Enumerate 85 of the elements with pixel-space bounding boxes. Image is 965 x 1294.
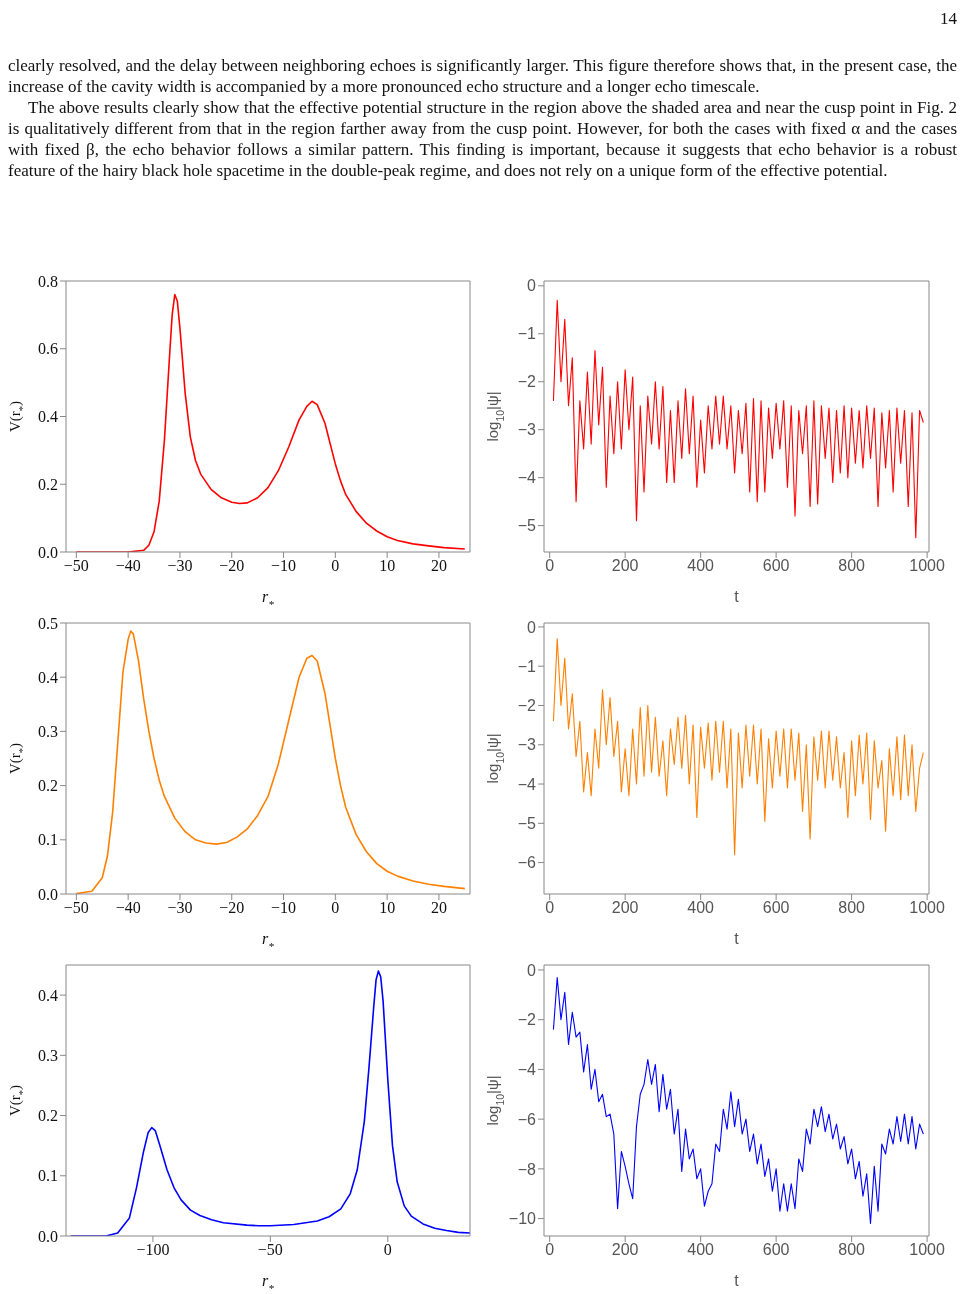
- y-tick-label: −6: [517, 1110, 537, 1128]
- x-tick-label: 10: [379, 557, 396, 575]
- x-tick-label: 600: [762, 899, 790, 917]
- y-tick-label: 0.0: [38, 885, 58, 903]
- y-tick-label: −1: [517, 325, 537, 343]
- x-axis-title: t: [734, 588, 740, 605]
- x-tick-label: −10: [271, 557, 297, 575]
- y-tick-label: −4: [517, 469, 537, 487]
- y-tick-label: 0.4: [38, 986, 58, 1004]
- x-tick-label: −30: [167, 557, 193, 575]
- y-tick-label: −8: [517, 1160, 537, 1178]
- x-tick-label: 0: [545, 557, 555, 575]
- y-tick-label: 0.2: [38, 1107, 58, 1125]
- x-tick-label: 0: [383, 1241, 392, 1259]
- x-tick-label: 20: [430, 557, 447, 575]
- x-tick-label: 800: [838, 899, 866, 917]
- text: The above results clearly show that the effective potential structure in the region above the shaded area and near the cusp point in Fig. 2 is qualitatively different from that in the region farther away from the cusp point. However, for both the cases with fixed α and the cases with fixed β, the echo behavior follows a similar pattern. This finding is important, because it suggests that echo behavior is a robust feature of the hairy black hole spacetime in the double-peak regime, and does not rely on a unique form of the effective potential.: [8, 97, 957, 181]
- y-tick-label: −2: [517, 697, 537, 715]
- y-tick-label: 0.0: [38, 543, 58, 561]
- x-tick-label: 200: [611, 899, 639, 917]
- x-tick-label: 0: [545, 899, 555, 917]
- x-tick-label: −50: [63, 557, 89, 575]
- line-series: [552, 299, 924, 539]
- y-tick-label: 0: [527, 277, 537, 295]
- x-tick-label: 200: [611, 557, 639, 575]
- y-tick-label: 0.1: [38, 1167, 58, 1185]
- x-tick-label: 800: [838, 557, 866, 575]
- line-series: [552, 976, 924, 1225]
- y-tick-label: −10: [508, 1210, 537, 1228]
- x-axis-title: t: [734, 930, 740, 947]
- x-tick-label: −50: [63, 899, 89, 917]
- x-tick-label: −30: [167, 899, 193, 917]
- y-tick-label: −1: [517, 657, 537, 675]
- x-tick-label: −10: [271, 899, 297, 917]
- x-tick-label: −100: [136, 1241, 170, 1259]
- text: clearly resolved, and the delay between neighboring echoes is significantly larger. This figure therefore shows that, in the present case, the increase of the cavity width is accompanied by a more pronounced echo structure and a longer echo timescale.: [8, 55, 957, 97]
- y-tick-label: 0.0: [38, 1227, 58, 1245]
- y-tick-label: −2: [517, 373, 537, 391]
- x-tick-label: 600: [762, 557, 790, 575]
- y-tick-label: 0: [527, 618, 537, 636]
- x-tick-label: 200: [611, 1241, 639, 1259]
- x-tick-label: −20: [219, 557, 245, 575]
- x-tick-label: −20: [219, 899, 245, 917]
- y-tick-label: −4: [517, 1061, 537, 1079]
- x-axis-title: r$_{*}$: [262, 930, 275, 952]
- y-tick-label: 0.4: [38, 668, 58, 686]
- y-tick-label: −3: [517, 421, 537, 439]
- y-tick-label: 0.1: [38, 831, 58, 849]
- y-tick-label: 0.6: [38, 340, 58, 358]
- y-tick-label: 0: [527, 961, 537, 979]
- x-tick-label: 0: [545, 1241, 555, 1259]
- x-axis-title: t: [734, 1272, 740, 1289]
- line-series: [75, 630, 466, 894]
- x-axis-title: r$_{*}$: [262, 1272, 275, 1294]
- y-tick-label: −5: [517, 814, 537, 832]
- x-tick-label: −40: [115, 899, 141, 917]
- y-tick-label: 0.3: [38, 1047, 58, 1065]
- y-tick-label: 0.2: [38, 475, 58, 493]
- text: 14: [939, 8, 957, 29]
- y-tick-label: −2: [517, 1011, 537, 1029]
- x-tick-label: 1000: [909, 899, 946, 917]
- x-tick-label: 1000: [909, 1241, 946, 1259]
- x-tick-label: 400: [687, 899, 715, 917]
- y-tick-label: 0.5: [38, 614, 58, 632]
- y-tick-label: −6: [517, 854, 537, 872]
- x-tick-label: −40: [115, 557, 141, 575]
- x-tick-label: 20: [430, 899, 447, 917]
- y-tick-label: 0.2: [38, 777, 58, 795]
- y-tick-label: −5: [517, 517, 537, 535]
- line-series: [552, 638, 924, 856]
- y-tick-label: −3: [517, 736, 537, 754]
- x-tick-label: 400: [687, 1241, 715, 1259]
- y-tick-label: −4: [517, 775, 537, 793]
- x-tick-label: −50: [257, 1241, 283, 1259]
- x-tick-label: 800: [838, 1241, 866, 1259]
- x-tick-label: 600: [762, 1241, 790, 1259]
- x-tick-label: 0: [331, 899, 340, 917]
- y-tick-label: 0.4: [38, 408, 58, 426]
- x-tick-label: 1000: [909, 557, 946, 575]
- y-tick-label: 0.8: [38, 272, 58, 290]
- x-axis-title: r$_{*}$: [262, 588, 275, 610]
- x-tick-label: 10: [379, 899, 396, 917]
- y-tick-label: 0.3: [38, 723, 58, 741]
- x-tick-label: 400: [687, 557, 715, 575]
- x-tick-label: 0: [331, 557, 340, 575]
